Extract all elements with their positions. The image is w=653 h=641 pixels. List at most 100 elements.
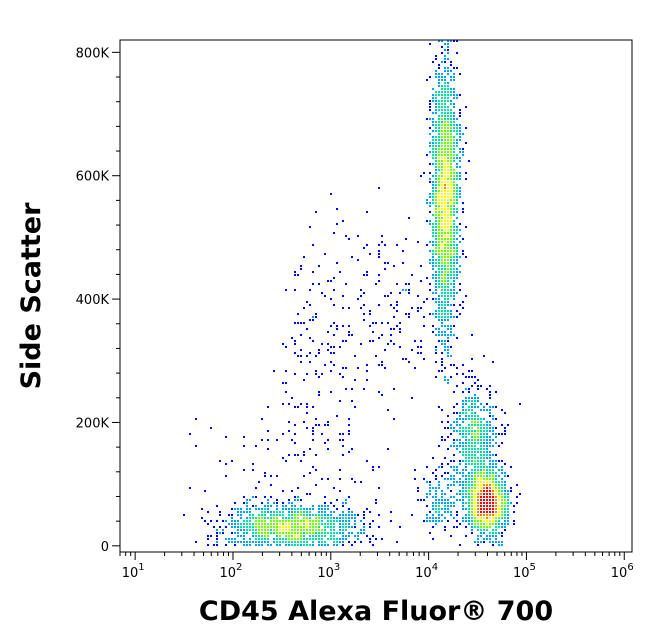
event-dot — [291, 517, 293, 519]
event-dot — [453, 268, 455, 270]
event-dot — [297, 406, 299, 408]
event-dot — [456, 430, 458, 432]
event-dot — [447, 256, 449, 258]
event-dot — [474, 412, 476, 414]
event-dot — [450, 109, 452, 111]
event-dot — [483, 532, 485, 534]
event-dot — [354, 379, 356, 381]
event-dot — [231, 532, 233, 534]
event-dot — [477, 385, 479, 387]
event-dot — [294, 274, 296, 276]
event-dot — [471, 529, 473, 531]
event-dot — [363, 511, 365, 513]
event-dot — [486, 445, 488, 447]
event-dot — [294, 511, 296, 513]
event-dot — [468, 451, 470, 453]
event-dot — [456, 337, 458, 339]
event-dot — [498, 481, 500, 483]
event-dot — [459, 265, 461, 267]
event-dot — [480, 430, 482, 432]
event-dot — [453, 445, 455, 447]
event-dot — [441, 277, 443, 279]
event-dot — [489, 469, 491, 471]
event-dot — [306, 520, 308, 522]
event-dot — [489, 520, 491, 522]
event-dot — [429, 241, 431, 243]
event-dot — [420, 265, 422, 267]
event-dot — [480, 424, 482, 426]
event-dot — [465, 427, 467, 429]
event-dot — [222, 529, 224, 531]
event-dot — [459, 493, 461, 495]
event-dot — [291, 511, 293, 513]
event-dot — [249, 523, 251, 525]
event-dot — [447, 148, 449, 150]
event-dot — [273, 511, 275, 513]
event-dot — [282, 523, 284, 525]
event-dot — [507, 517, 509, 519]
event-dot — [285, 289, 287, 291]
event-dot — [435, 187, 437, 189]
event-dot — [429, 145, 431, 147]
event-dot — [465, 484, 467, 486]
event-dot — [447, 202, 449, 204]
event-dot — [465, 517, 467, 519]
event-dot — [453, 220, 455, 222]
event-dot — [495, 487, 497, 489]
event-dot — [330, 370, 332, 372]
event-dot — [459, 229, 461, 231]
event-dot — [264, 538, 266, 540]
event-dot — [447, 220, 449, 222]
event-dot — [459, 127, 461, 129]
event-dot — [462, 364, 464, 366]
event-dot — [471, 463, 473, 465]
event-dot — [312, 439, 314, 441]
event-dot — [444, 178, 446, 180]
event-dot — [453, 40, 455, 42]
event-dot — [432, 142, 434, 144]
event-dot — [492, 541, 494, 543]
event-dot — [450, 187, 452, 189]
event-dot — [408, 316, 410, 318]
event-dot — [441, 361, 443, 363]
event-dot — [282, 403, 284, 405]
event-dot — [306, 514, 308, 516]
event-dot — [363, 388, 365, 390]
event-dot — [480, 523, 482, 525]
event-dot — [483, 355, 485, 357]
event-dot — [207, 511, 209, 513]
event-dot — [450, 205, 452, 207]
event-dot — [441, 247, 443, 249]
event-dot — [291, 397, 293, 399]
event-dot — [483, 517, 485, 519]
event-dot — [438, 499, 440, 501]
event-dot — [327, 478, 329, 480]
event-dot — [417, 352, 419, 354]
event-dot — [453, 304, 455, 306]
event-dot — [324, 502, 326, 504]
event-dot — [474, 484, 476, 486]
event-dot — [243, 523, 245, 525]
event-dot — [495, 478, 497, 480]
event-dot — [489, 463, 491, 465]
event-dot — [498, 526, 500, 528]
event-dot — [441, 142, 443, 144]
event-dot — [279, 523, 281, 525]
event-dot — [456, 418, 458, 420]
event-dot — [318, 505, 320, 507]
event-dot — [438, 94, 440, 96]
event-dot — [489, 484, 491, 486]
event-dot — [441, 334, 443, 336]
event-dot — [477, 400, 479, 402]
event-dot — [453, 247, 455, 249]
event-dot — [435, 148, 437, 150]
event-dot — [312, 544, 314, 546]
event-dot — [465, 487, 467, 489]
event-dot — [327, 331, 329, 333]
event-dot — [438, 229, 440, 231]
event-dot — [360, 529, 362, 531]
event-dot — [498, 445, 500, 447]
event-dot — [402, 358, 404, 360]
event-dot — [264, 520, 266, 522]
event-dot — [444, 517, 446, 519]
